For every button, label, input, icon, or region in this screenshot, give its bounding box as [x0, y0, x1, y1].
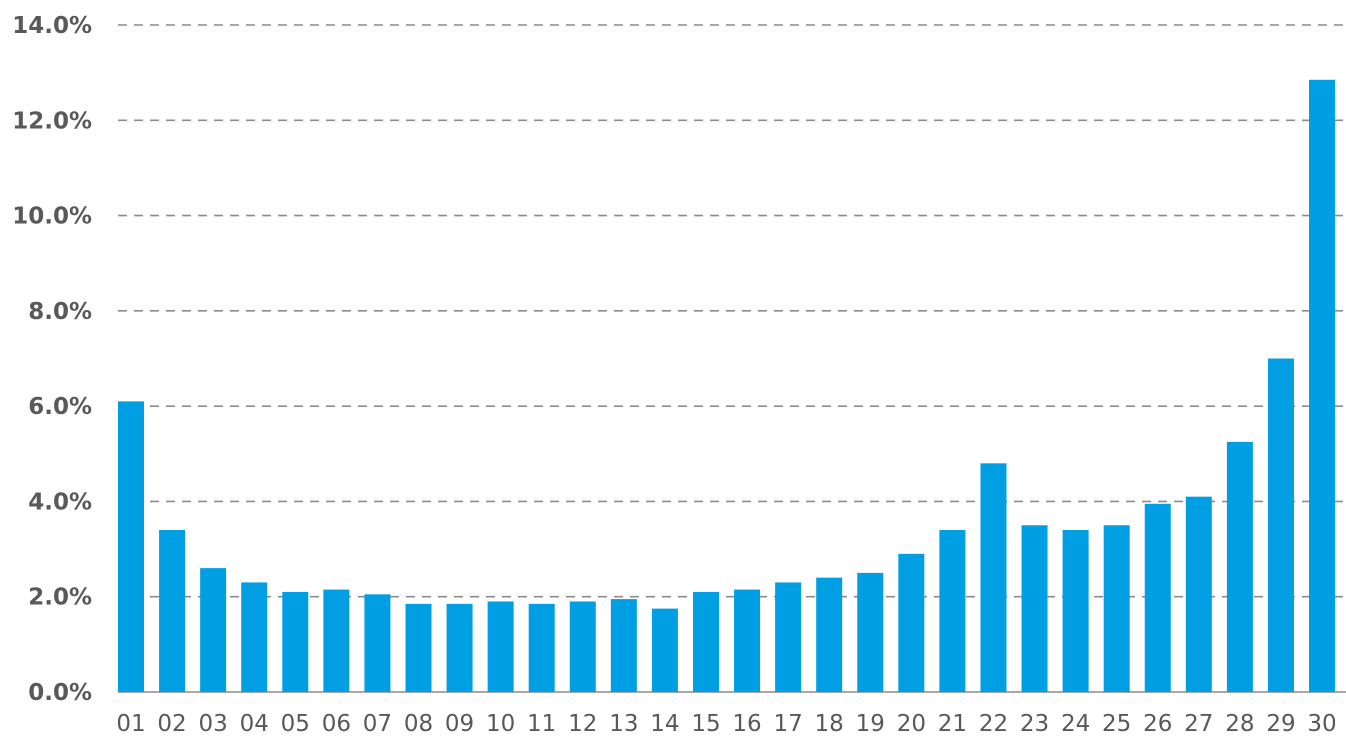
bar-17 [775, 582, 802, 692]
x-tick-label: 07 [363, 711, 392, 737]
y-axis-ticks: 0.0% 2.0% 4.0% 6.0% 8.0% 10.0% 12.0% 14.0% [12, 13, 92, 706]
bar-26 [1144, 503, 1171, 692]
y-tick-label: 10.0% [12, 204, 92, 230]
x-tick-label: 01 [116, 711, 145, 737]
x-tick-label: 08 [404, 711, 433, 737]
bar-20 [898, 553, 925, 692]
bar-02 [159, 530, 186, 692]
x-tick-label: 22 [979, 711, 1008, 737]
bar-24 [1062, 530, 1089, 692]
x-tick-label: 09 [445, 711, 474, 737]
bar-25 [1103, 525, 1130, 692]
x-tick-label: 17 [773, 711, 802, 737]
bar-16 [734, 589, 761, 692]
bar-01 [118, 401, 144, 692]
x-tick-label: 05 [281, 711, 310, 737]
bar-30 [1309, 79, 1336, 692]
y-tick-label: 12.0% [12, 108, 92, 134]
bar-09 [446, 603, 473, 692]
y-tick-label: 6.0% [28, 394, 92, 420]
x-tick-label: 11 [527, 711, 556, 737]
x-tick-label: 25 [1102, 711, 1131, 737]
x-tick-label: 28 [1225, 711, 1254, 737]
x-tick-label: 14 [650, 711, 679, 737]
bar-23 [1021, 525, 1048, 692]
x-tick-label: 12 [568, 711, 597, 737]
x-tick-label: 30 [1307, 711, 1336, 737]
bar-18 [816, 577, 843, 692]
y-tick-label: 8.0% [28, 299, 92, 325]
x-tick-label: 02 [157, 711, 186, 737]
bar-13 [610, 599, 637, 692]
bar-08 [405, 603, 432, 692]
bar-07 [364, 594, 391, 692]
bar-21 [939, 530, 966, 692]
bar-22 [980, 463, 1007, 692]
x-axis-ticks: 01 02 03 04 05 06 07 08 09 10 11 12 13 14 15 16 17 18 19 20… [116, 711, 1336, 737]
bar-27 [1185, 496, 1212, 692]
x-tick-label: 29 [1266, 711, 1295, 737]
y-tick-label: 4.0% [28, 489, 92, 515]
x-tick-label: 15 [691, 711, 720, 737]
x-tick-label: 03 [198, 711, 227, 737]
bar-29 [1267, 358, 1294, 692]
x-tick-label: 19 [856, 711, 885, 737]
x-tick-label: 16 [732, 711, 761, 737]
bar-12 [569, 601, 596, 692]
y-tick-label: 14.0% [12, 13, 92, 39]
bars [118, 79, 1336, 692]
gridlines [118, 24, 1346, 693]
x-tick-label: 23 [1020, 711, 1049, 737]
bar-06 [323, 589, 350, 692]
x-tick-label: 26 [1143, 711, 1172, 737]
bar-28 [1226, 441, 1253, 692]
bar-19 [857, 572, 884, 692]
x-tick-label: 21 [938, 711, 967, 737]
x-tick-label: 04 [240, 711, 269, 737]
y-tick-label: 0.0% [28, 680, 92, 706]
bar-14 [651, 608, 678, 692]
x-tick-label: 10 [486, 711, 515, 737]
x-tick-label: 24 [1061, 711, 1090, 737]
x-tick-label: 27 [1184, 711, 1213, 737]
x-tick-label: 06 [322, 711, 351, 737]
bar-03 [200, 568, 227, 692]
bar-10 [487, 601, 514, 692]
x-tick-label: 20 [897, 711, 926, 737]
bar-04 [241, 582, 268, 692]
x-tick-label: 13 [609, 711, 638, 737]
bar-15 [692, 591, 719, 692]
x-tick-label: 18 [815, 711, 844, 737]
bar-11 [528, 603, 555, 692]
bar-05 [282, 591, 309, 692]
y-tick-label: 2.0% [28, 585, 92, 611]
